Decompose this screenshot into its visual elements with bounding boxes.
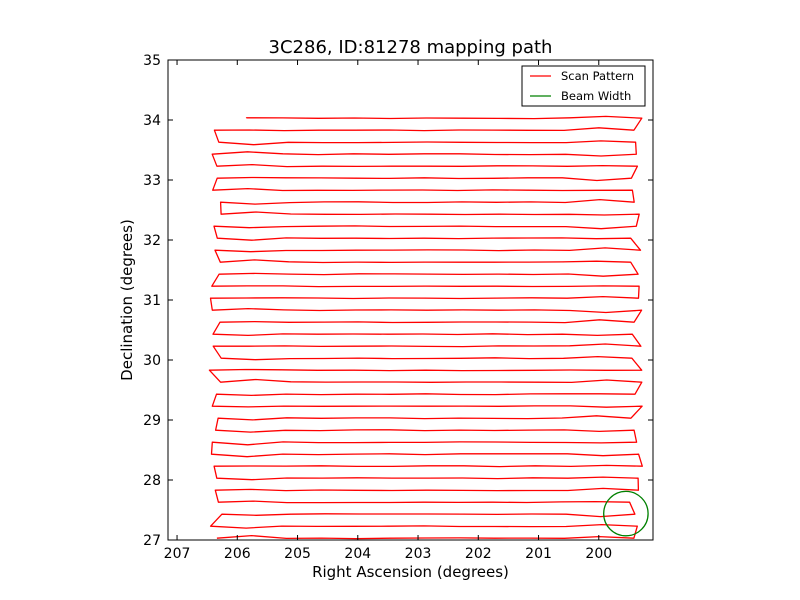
x-tick-label: 202	[465, 546, 492, 562]
x-tick-label: 207	[164, 546, 191, 562]
x-tick-label: 204	[344, 546, 371, 562]
x-axis-label: Right Ascension (degrees)	[312, 563, 509, 581]
x-tick-label: 201	[525, 546, 552, 562]
y-tick-label: 29	[143, 413, 161, 429]
plot-area	[208, 115, 649, 540]
legend: Scan Pattern Beam Width	[521, 65, 646, 107]
x-tick-label: 203	[405, 546, 432, 562]
y-tick-label: 35	[143, 53, 161, 69]
chart-title: 3C286, ID:81278 mapping path	[269, 37, 553, 58]
legend-label-scan-pattern: Scan Pattern	[561, 69, 634, 83]
legend-box	[521, 65, 646, 107]
x-tick-label: 205	[284, 546, 311, 562]
y-tick-label: 34	[143, 113, 161, 129]
y-tick-label: 27	[143, 533, 161, 549]
y-tick-label: 28	[143, 473, 161, 489]
y-tick-label: 32	[143, 233, 161, 249]
y-ticks: 27 28 29 30 31 32 33 34 35	[143, 53, 653, 549]
x-tick-label: 206	[224, 546, 251, 562]
y-axis-label: Declination (degrees)	[118, 219, 136, 381]
y-tick-label: 31	[143, 293, 161, 309]
x-tick-label: 200	[585, 546, 612, 562]
y-tick-label: 30	[143, 353, 161, 369]
beam-width-circle	[603, 490, 649, 537]
legend-label-beam-width: Beam Width	[561, 89, 631, 103]
scan-pattern-line	[208, 115, 643, 540]
x-ticks: 207 206 205 204 203 202 201 200	[164, 60, 612, 562]
y-tick-label: 33	[143, 173, 161, 189]
